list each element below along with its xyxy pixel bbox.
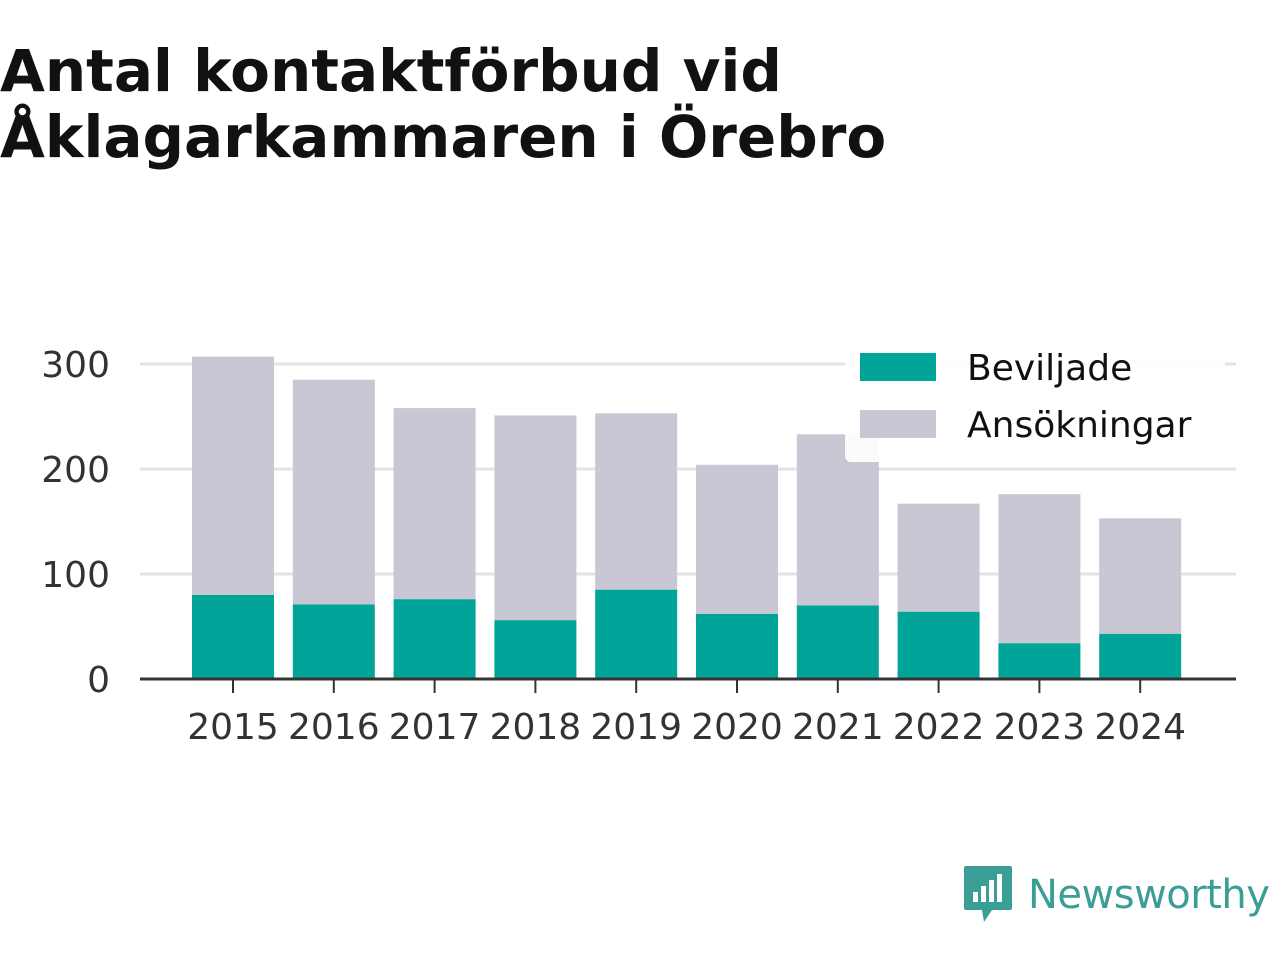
legend: Beviljade Ansökningar xyxy=(845,342,1225,462)
bar-beviljade-2021 xyxy=(796,605,879,679)
y-tick-label: 100 xyxy=(41,555,110,596)
x-tick-label: 2022 xyxy=(893,707,985,748)
y-tick-label: 200 xyxy=(41,450,110,491)
x-tick-label: 2021 xyxy=(792,707,884,748)
bar-ansokningar-2016 xyxy=(292,379,375,605)
newsworthy-logo-icon xyxy=(964,866,1012,922)
x-tick-label: 2017 xyxy=(389,707,481,748)
legend-label-beviljade: Beviljade xyxy=(967,348,1132,389)
chart-title-line-2: Åklagarkammaren i Örebro xyxy=(0,103,887,171)
x-tick-label: 2023 xyxy=(994,707,1086,748)
x-tick-label: 2024 xyxy=(1094,707,1186,748)
y-tick-label: 300 xyxy=(41,345,110,386)
brand-logo: Newsworthy xyxy=(962,862,1276,928)
legend-swatch-ansokningar xyxy=(860,410,936,438)
bar-ansokningar-2024 xyxy=(1099,518,1182,634)
x-tick-label: 2020 xyxy=(691,707,783,748)
chart-title: Antal kontaktförbud vid Åklagarkammaren … xyxy=(0,38,1000,170)
brand-name: Newsworthy xyxy=(1028,872,1270,918)
x-tick-label: 2016 xyxy=(288,707,380,748)
bar-ansokningar-2023 xyxy=(998,494,1081,644)
x-tick-label: 2019 xyxy=(590,707,682,748)
chart-title-line-1: Antal kontaktförbud vid xyxy=(0,37,782,105)
bar-beviljade-2020 xyxy=(696,613,778,679)
bar-beviljade-2023 xyxy=(998,643,1081,679)
bar-beviljade-2015 xyxy=(192,595,274,679)
bar-beviljade-2016 xyxy=(292,604,375,679)
legend-swatch-beviljade xyxy=(860,353,936,381)
y-tick-label: 0 xyxy=(87,660,110,701)
x-tick-label: 2015 xyxy=(187,707,279,748)
x-tick-label: 2018 xyxy=(490,707,582,748)
bar-ansokningar-2021 xyxy=(796,434,879,606)
bar-ansokningar-2022 xyxy=(897,503,980,612)
bar-beviljade-2019 xyxy=(595,589,678,679)
bar-ansokningar-2020 xyxy=(696,464,778,614)
bar-ansokningar-2017 xyxy=(393,408,476,600)
legend-label-ansokningar: Ansökningar xyxy=(967,405,1192,446)
bar-ansokningar-2018 xyxy=(494,415,577,621)
legend-background xyxy=(845,342,1225,462)
bar-beviljade-2018 xyxy=(494,620,577,679)
bar-beviljade-2022 xyxy=(897,611,980,679)
bar-ansokningar-2015 xyxy=(192,356,274,595)
bar-beviljade-2017 xyxy=(393,599,476,679)
bar-ansokningar-2019 xyxy=(595,413,678,590)
bar-beviljade-2024 xyxy=(1099,633,1182,679)
